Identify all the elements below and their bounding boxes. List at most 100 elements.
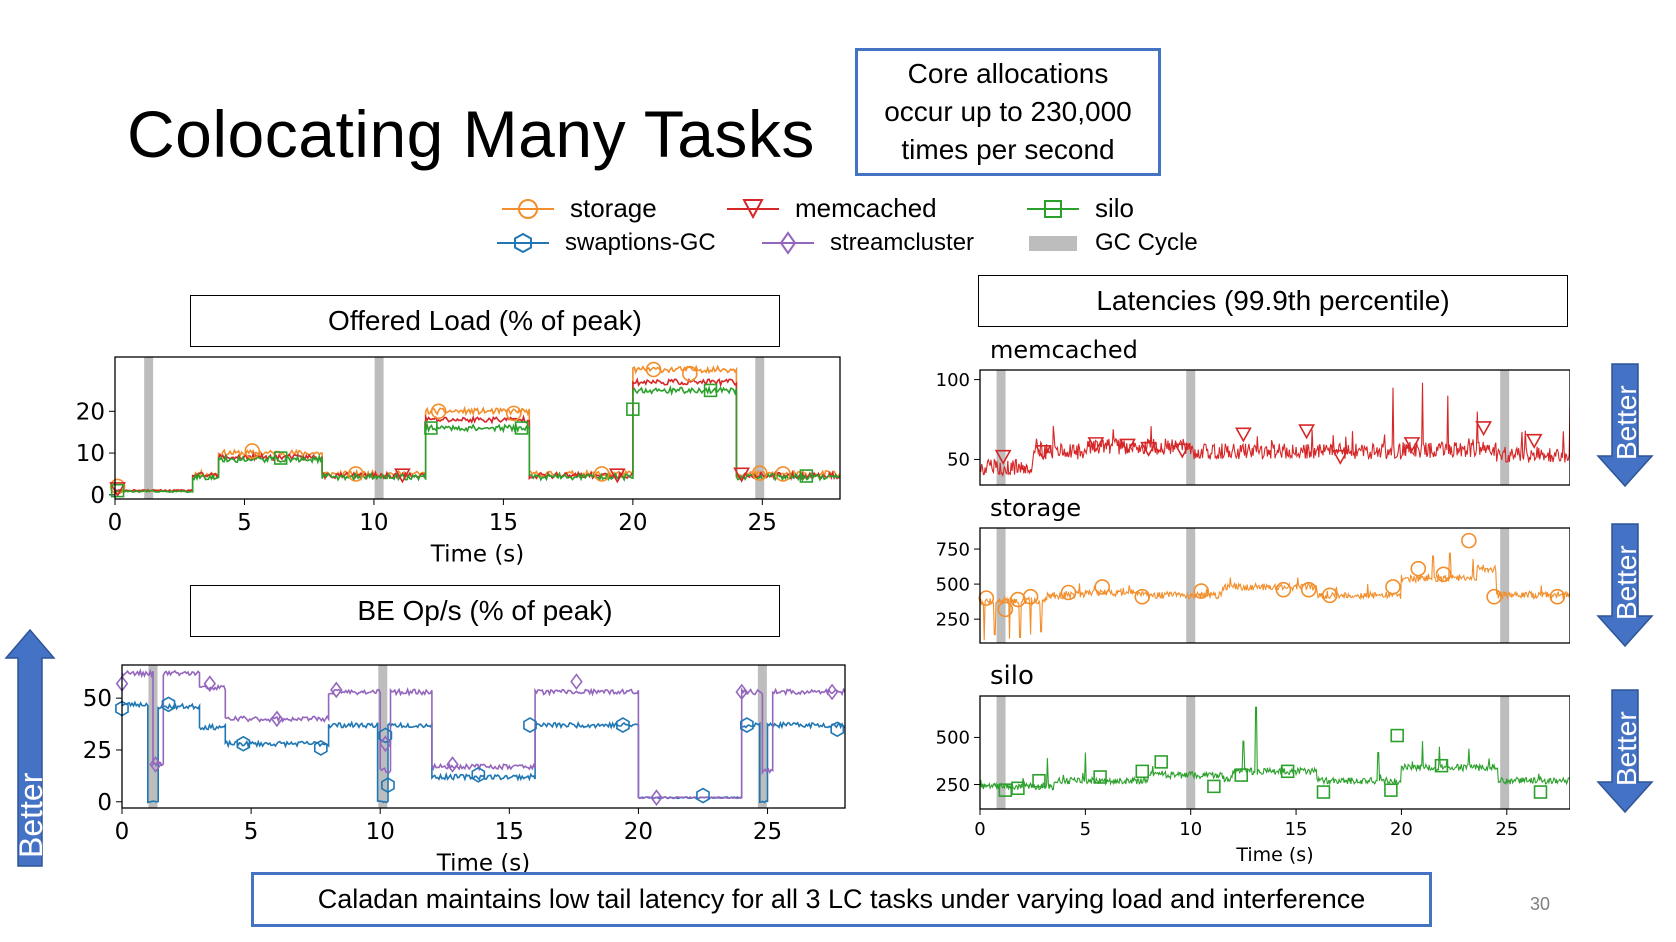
data-marker-silo — [110, 483, 125, 498]
plot-frame — [114, 356, 841, 500]
gc-cycle-band — [1186, 370, 1196, 485]
data-marker-storage — [109, 478, 126, 495]
legend-memcached-icon — [727, 198, 779, 219]
y-tick-label: 50 — [947, 450, 970, 471]
legend-item-memcached: memcached — [725, 193, 937, 224]
y-tick-label: 500 — [936, 728, 970, 749]
data-marker-storage — [682, 365, 698, 382]
subplot-title: silo — [990, 662, 1034, 691]
y-tick-label: 250 — [936, 775, 970, 796]
silo-latency-chart: 250 500 0 5 10 15 20 25 Time (s) silo — [936, 662, 1570, 866]
x-tick-label: 5 — [237, 510, 252, 536]
subplot-title: memcached — [990, 338, 1138, 364]
data-marker-streamcluster — [570, 673, 583, 690]
data-marker-memcached — [608, 468, 626, 484]
legend-swaptions-icon — [497, 232, 549, 254]
x-tick-label: 10 — [359, 510, 388, 536]
data-marker-storage — [1385, 579, 1401, 595]
data-marker-storage — [775, 466, 791, 482]
y-tick-label: 50 — [83, 686, 112, 712]
data-marker-silo — [1533, 785, 1548, 799]
data-marker-swaptions — [616, 717, 630, 734]
data-marker-streamcluster — [650, 789, 663, 806]
gc-cycle-band — [374, 357, 384, 499]
x-tick-label: 25 — [753, 819, 782, 845]
series-line-silo — [115, 384, 840, 494]
x-tick-label: 5 — [244, 819, 259, 845]
data-marker-silo — [626, 402, 640, 416]
better-down-arrow-silo-icon: Better — [1596, 689, 1654, 814]
legend-item-gc-cycle: GC Cycle — [1025, 229, 1198, 257]
gc-cycle-band — [378, 665, 388, 808]
data-marker-storage — [997, 601, 1014, 618]
series-line-memcached — [115, 377, 840, 494]
legend-item-swaptions: swaptions-GC — [495, 229, 716, 257]
data-marker-streamcluster — [379, 735, 392, 753]
data-marker-silo — [1135, 764, 1150, 779]
y-tick-label: 0 — [97, 790, 112, 816]
y-tick-label: 750 — [936, 539, 970, 560]
data-marker-silo — [703, 383, 718, 398]
storage-latency-chart: 250 500 750 storage — [936, 498, 1570, 644]
data-marker-storage — [348, 466, 364, 482]
callout-text: Core allocations occur up to 230,000 tim… — [884, 58, 1132, 165]
data-marker-silo — [1390, 728, 1404, 743]
plot-frame — [979, 527, 1570, 644]
x-tick-label: 15 — [489, 510, 518, 536]
series-group — [115, 364, 840, 494]
legend-label-gc-cycle: GC Cycle — [1095, 229, 1198, 256]
data-marker-storage — [1549, 588, 1566, 605]
bottom-banner-text: Caladan maintains low tail latency for a… — [317, 884, 1366, 914]
data-marker-silo — [1032, 774, 1046, 788]
data-marker-storage — [1486, 588, 1502, 605]
series-line-streamcluster — [122, 668, 845, 800]
series-group — [980, 552, 1570, 641]
y-tick-label: 0 — [90, 483, 105, 509]
data-marker-silo — [1154, 755, 1168, 769]
series-line-silo — [980, 706, 1570, 792]
page-number: 30 — [1530, 894, 1551, 914]
gc-cycle-band — [1186, 696, 1196, 809]
subplot-title: storage — [990, 498, 1081, 522]
data-marker-streamcluster — [446, 756, 459, 773]
be-ops-chart: 0 25 50 0 5 10 15 20 25 Time (s) — [83, 664, 846, 872]
data-marker-streamcluster — [270, 710, 284, 728]
latencies-title-text: Latencies (99.9th percentile) — [1096, 285, 1450, 316]
legend-item-storage: storage — [500, 193, 657, 224]
y-tick-label: 100 — [936, 370, 970, 391]
y-tick-label: 500 — [936, 574, 970, 595]
x-tick-label: 20 — [618, 510, 647, 536]
data-marker-memcached — [1140, 441, 1157, 457]
gc-cycle-band — [996, 370, 1006, 485]
offered-load-title: Offered Load (% of peak) — [190, 295, 780, 347]
data-marker-silo — [514, 421, 529, 435]
x-axis-label: Time (s) — [436, 850, 531, 872]
data-marker-storage — [1060, 584, 1077, 601]
x-tick-label: 10 — [1179, 819, 1202, 840]
gc-cycle-band — [1500, 528, 1510, 643]
slide-title: Colocating Many Tasks — [127, 97, 815, 171]
data-marker-memcached — [733, 467, 750, 483]
data-marker-swaptions — [471, 766, 486, 783]
chart-legend: storage memcached silo swaptions-GC stre… — [497, 193, 1220, 273]
gc-cycle-band — [996, 696, 1006, 809]
bottom-banner: Caladan maintains low tail latency for a… — [251, 872, 1432, 927]
legend-gc-cycle-icon — [1029, 236, 1077, 251]
data-marker-storage — [1435, 566, 1452, 583]
data-marker-silo — [1093, 770, 1107, 784]
data-marker-memcached — [1119, 438, 1136, 454]
data-marker-storage — [244, 443, 261, 459]
data-marker-streamcluster — [735, 683, 748, 701]
series-line-memcached — [980, 382, 1570, 478]
x-tick-label: 0 — [974, 819, 985, 840]
series-group — [122, 668, 845, 804]
better-down-label-memcached: Better — [1611, 385, 1642, 460]
y-tick-label: 250 — [936, 609, 970, 630]
data-marker-memcached — [1475, 421, 1492, 437]
gc-cycle-band — [1500, 370, 1510, 485]
x-tick-label: 25 — [748, 510, 777, 536]
core-allocations-callout: Core allocations occur up to 230,000 tim… — [855, 48, 1161, 176]
data-marker-silo — [1207, 779, 1221, 794]
data-marker-storage — [593, 466, 610, 482]
gc-cycle-band — [144, 357, 154, 499]
